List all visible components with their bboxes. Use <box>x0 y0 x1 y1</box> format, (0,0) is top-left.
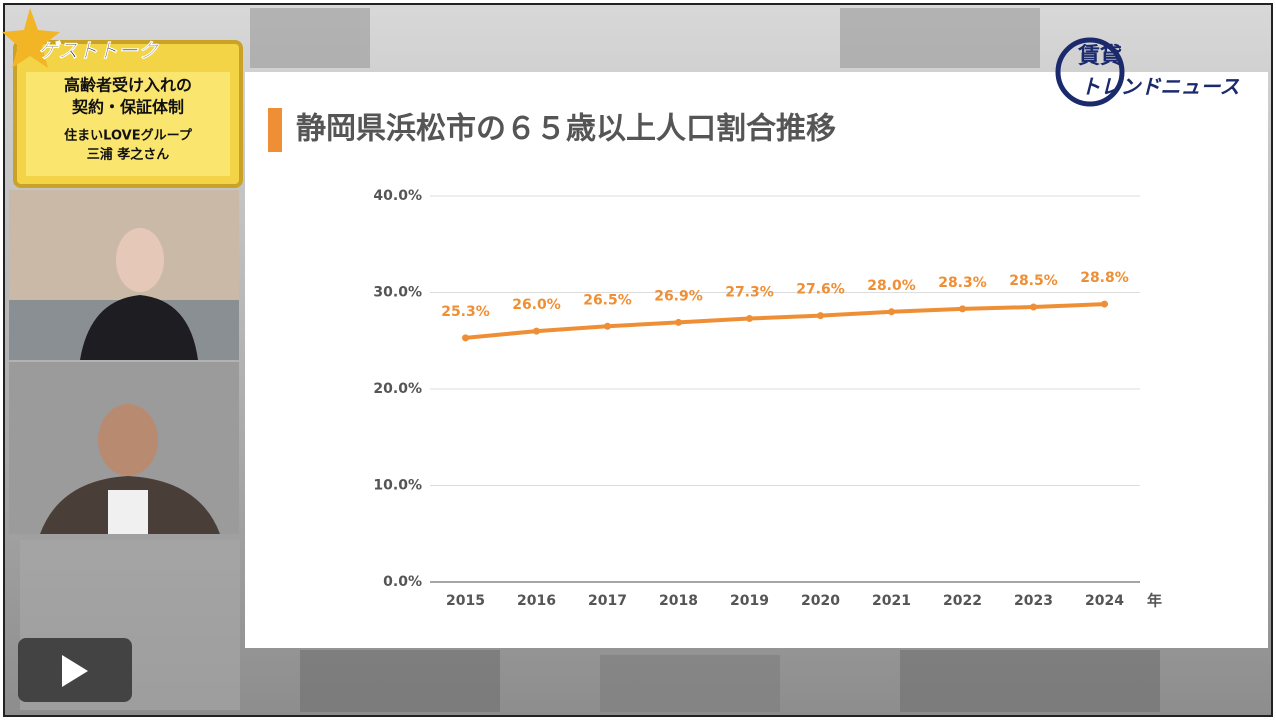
x-tick-label: 2016 <box>517 593 556 609</box>
y-tick-label: 40.0% <box>373 188 422 204</box>
data-label: 28.3% <box>938 275 987 291</box>
y-tick-label: 10.0% <box>373 478 422 494</box>
logo-bottom: トレンドニュース <box>1081 75 1240 99</box>
video-guest <box>9 362 239 534</box>
data-label: 25.3% <box>441 304 490 320</box>
x-tick-label: 2020 <box>801 593 840 609</box>
guest-label: ゲストトーク <box>38 39 160 63</box>
play-icon[interactable] <box>62 655 88 687</box>
logo-ring <box>1055 37 1125 107</box>
guest-panel: ゲストトーク 高齢者受け入れの 契約・保証体制 住まいLOVEグループ 三浦 孝… <box>2 8 243 188</box>
video-host <box>9 190 239 360</box>
data-label: 28.5% <box>1009 273 1058 289</box>
chart-title: 静岡県浜松市の６５歳以上人口割合推移 <box>296 112 836 147</box>
guest-line: 三浦 孝之さん <box>87 147 170 163</box>
data-label: 28.0% <box>867 278 916 294</box>
x-tick-label: 2015 <box>446 593 485 609</box>
y-tick-label: 30.0% <box>373 285 422 301</box>
data-label: 26.5% <box>583 292 632 308</box>
y-tick-label: 0.0% <box>383 574 422 590</box>
x-tick-label: 2019 <box>730 593 769 609</box>
data-line <box>465 302 1105 340</box>
data-label: 28.8% <box>1080 270 1129 286</box>
x-tick-label: 2021 <box>872 593 911 609</box>
guest-line: 高齢者受け入れの <box>64 76 192 95</box>
data-point <box>1030 303 1037 311</box>
x-tick-label: 2024 <box>1085 593 1124 609</box>
plot: 0.0% 10.0% 20.0% 30.0% 40.0% 2015 2016 2017 2018… <box>373 188 1140 609</box>
chart-panel <box>245 72 1268 648</box>
data-label: 27.3% <box>725 285 774 301</box>
data-point <box>462 334 469 342</box>
logo: 賃貸 トレンドニュース <box>1055 37 1240 107</box>
play-button[interactable] <box>18 638 132 702</box>
logo-top: 賃貸 <box>1077 43 1122 69</box>
data-label: 26.0% <box>512 297 561 313</box>
data-point <box>675 318 682 326</box>
data-point <box>604 322 611 330</box>
data-label: 26.9% <box>654 288 703 304</box>
guest-line: 契約・保証体制 <box>71 98 184 117</box>
guest-inner <box>26 72 230 176</box>
x-tick-label: 2018 <box>659 593 698 609</box>
x-tick-label: 2017 <box>588 593 627 609</box>
x-axis-label: 年 <box>1147 592 1162 610</box>
data-point <box>746 315 753 323</box>
data-point <box>533 327 540 335</box>
guest-line: 住まいLOVEグループ <box>64 128 193 144</box>
star <box>2 8 60 68</box>
data-point <box>888 308 895 316</box>
x-tick-label: 2023 <box>1014 593 1053 609</box>
y-tick-label: 20.0% <box>373 381 422 397</box>
title-bar <box>268 108 282 152</box>
data-point <box>817 312 824 320</box>
x-tick-label: 2022 <box>943 593 982 609</box>
data-label: 27.6% <box>796 282 845 298</box>
data-point <box>1101 300 1108 308</box>
data-point <box>959 305 966 313</box>
